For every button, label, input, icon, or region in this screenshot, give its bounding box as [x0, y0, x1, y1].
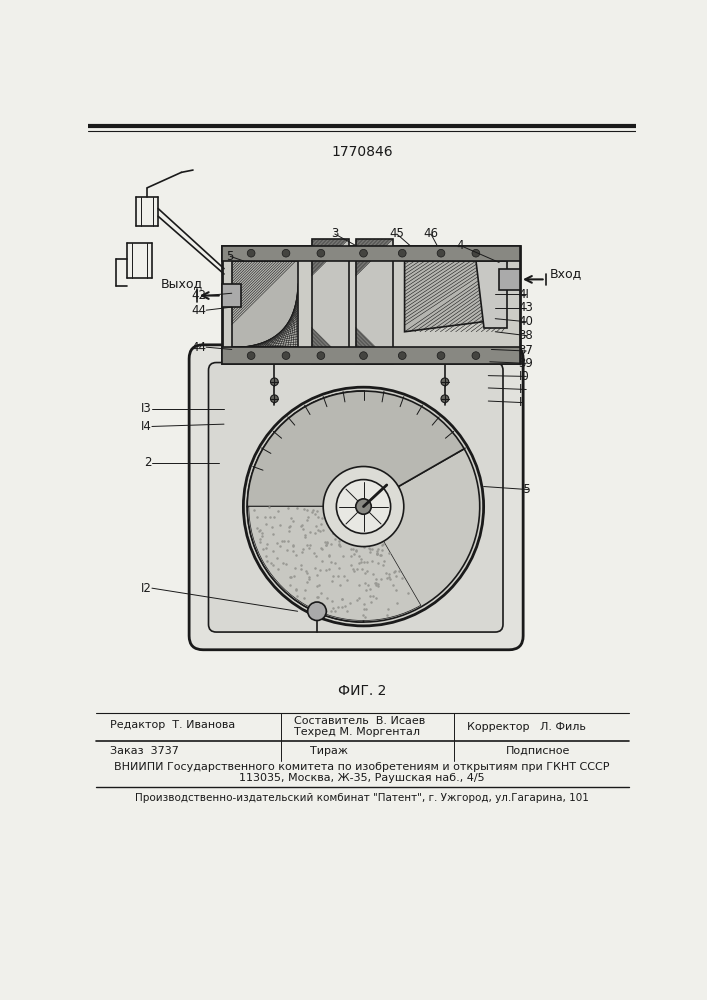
Circle shape	[360, 249, 368, 257]
Bar	[499, 269, 520, 290]
Circle shape	[441, 395, 449, 403]
Text: Техред М. Моргентал: Техред М. Моргентал	[293, 727, 420, 737]
Circle shape	[441, 378, 449, 386]
Text: Вход: Вход	[549, 267, 582, 280]
Text: 45: 45	[389, 227, 404, 240]
Circle shape	[317, 352, 325, 359]
Text: Подписное: Подписное	[506, 746, 570, 756]
Text: 44: 44	[191, 341, 206, 354]
Text: 46: 46	[423, 227, 438, 240]
Circle shape	[271, 395, 279, 403]
Text: Выход: Выход	[161, 277, 203, 290]
Wedge shape	[249, 507, 421, 620]
Text: 42: 42	[191, 289, 206, 302]
Wedge shape	[247, 391, 464, 507]
Circle shape	[437, 249, 445, 257]
Text: I5: I5	[521, 483, 532, 496]
Bar	[222, 246, 520, 261]
Circle shape	[247, 352, 255, 359]
Bar	[312, 239, 349, 364]
Polygon shape	[476, 261, 507, 328]
Text: 2: 2	[144, 456, 152, 469]
Bar	[356, 239, 393, 364]
Text: I0: I0	[518, 370, 530, 383]
Circle shape	[360, 352, 368, 359]
Circle shape	[317, 249, 325, 257]
Text: 1770846: 1770846	[331, 145, 393, 159]
Text: 40: 40	[518, 315, 533, 328]
Text: 5: 5	[226, 250, 234, 263]
Text: I2: I2	[141, 582, 152, 595]
Text: II: II	[518, 383, 525, 396]
Circle shape	[323, 466, 404, 547]
Text: I: I	[518, 396, 522, 409]
Text: Корректор   Л. Филь: Корректор Л. Филь	[467, 722, 585, 732]
Text: ВНИИПИ Государственного комитета по изобретениям и открытиям при ГКНТ СССР: ВНИИПИ Государственного комитета по изоб…	[115, 762, 609, 772]
Circle shape	[356, 499, 371, 514]
Circle shape	[243, 387, 484, 626]
Circle shape	[308, 602, 327, 620]
Text: 4I: 4I	[518, 288, 530, 301]
Text: Составитель  В. Исаев: Составитель В. Исаев	[293, 716, 425, 726]
Bar	[222, 284, 241, 307]
Circle shape	[437, 352, 445, 359]
FancyBboxPatch shape	[189, 345, 523, 650]
Text: Тираж: Тираж	[310, 746, 348, 756]
Circle shape	[247, 249, 255, 257]
Text: ФИГ. 2: ФИГ. 2	[338, 684, 386, 698]
Text: 3: 3	[331, 227, 339, 240]
Bar	[232, 261, 298, 347]
Circle shape	[337, 480, 391, 533]
Text: Производственно-издательский комбинат "Патент", г. Ужгород, ул.Гагарина, 101: Производственно-издательский комбинат "П…	[135, 793, 589, 803]
FancyBboxPatch shape	[209, 363, 503, 632]
Text: I4: I4	[141, 420, 152, 433]
Circle shape	[282, 352, 290, 359]
Text: I3: I3	[141, 402, 152, 415]
Circle shape	[282, 249, 290, 257]
Wedge shape	[247, 391, 363, 622]
Text: 44: 44	[191, 304, 206, 317]
Circle shape	[398, 249, 406, 257]
Text: Редактор  Т. Иванова: Редактор Т. Иванова	[110, 720, 235, 730]
Bar	[222, 246, 520, 363]
Polygon shape	[404, 261, 507, 332]
Text: 38: 38	[518, 329, 533, 342]
Text: 43: 43	[518, 301, 533, 314]
Circle shape	[271, 378, 279, 386]
Text: 39: 39	[518, 357, 533, 370]
Circle shape	[472, 352, 480, 359]
Circle shape	[398, 352, 406, 359]
Text: Заказ  3737: Заказ 3737	[110, 746, 179, 756]
Bar	[222, 347, 520, 364]
Circle shape	[472, 249, 480, 257]
Text: 4: 4	[457, 239, 464, 252]
Text: 37: 37	[518, 344, 533, 358]
Wedge shape	[247, 449, 480, 622]
Text: 113035, Москва, Ж-35, Раушская наб., 4/5: 113035, Москва, Ж-35, Раушская наб., 4/5	[239, 773, 485, 783]
